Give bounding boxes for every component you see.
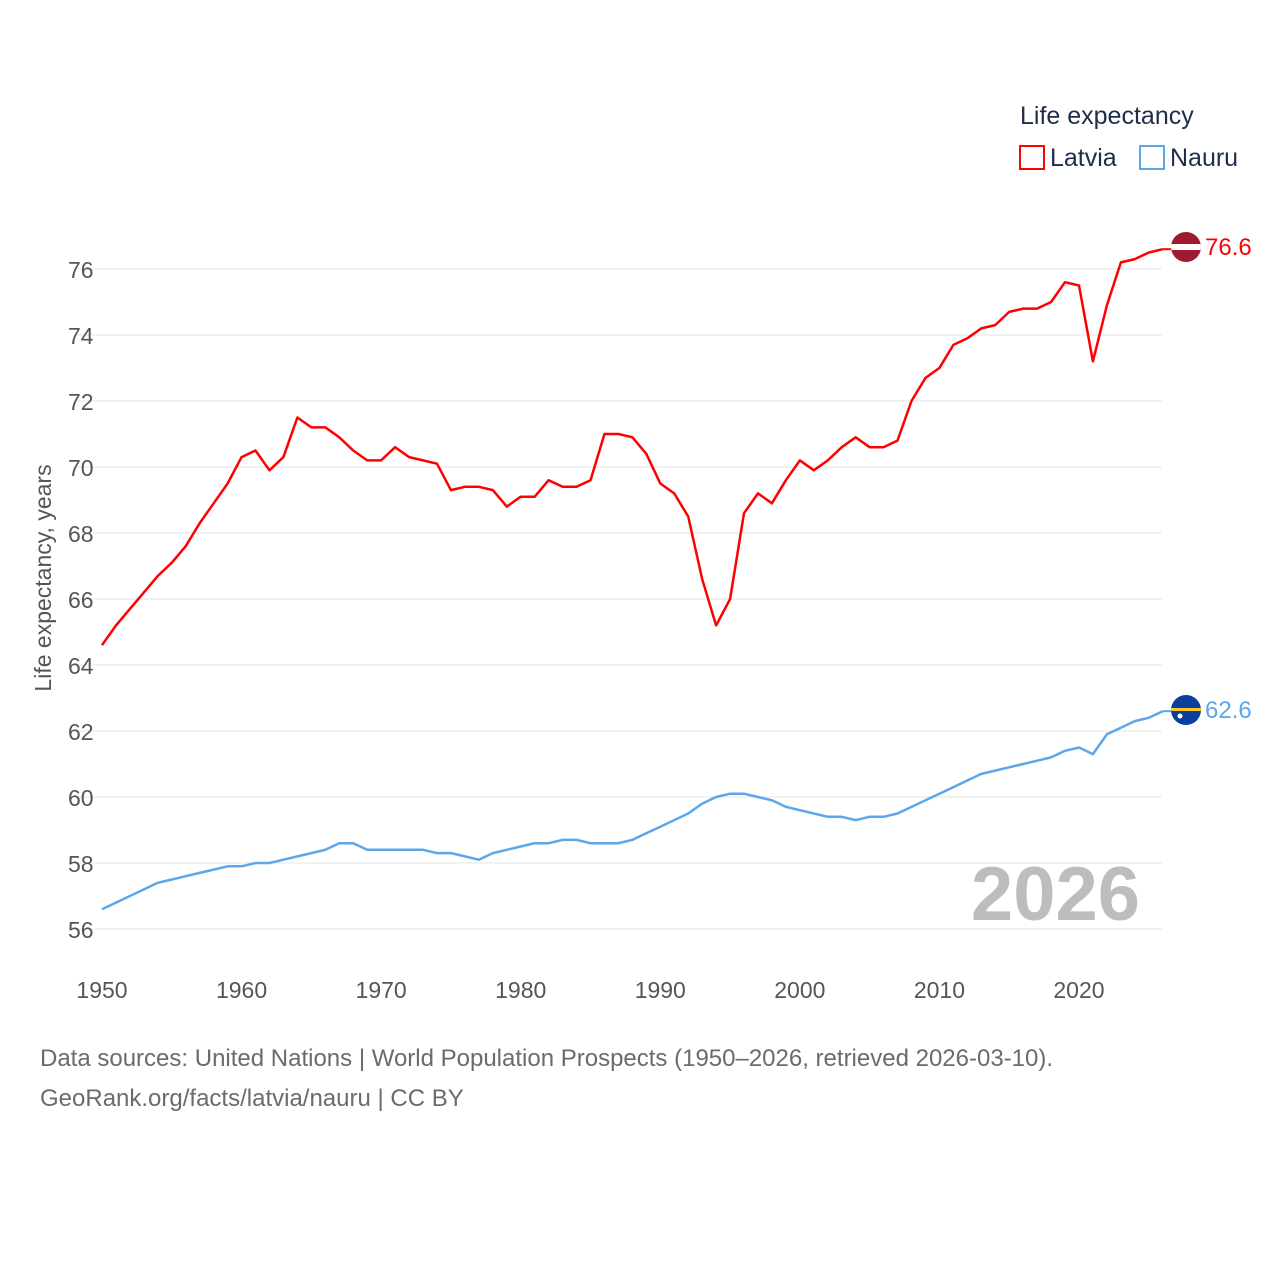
y-tick-label: 64 [68,653,94,679]
y-tick-label: 66 [68,587,94,613]
legend: Life expectancy Latvia Nauru [1019,102,1238,172]
x-tick-label: 1960 [216,977,267,1003]
y-tick-label: 60 [68,785,94,811]
legend-label-nauru[interactable]: Nauru [1170,144,1238,172]
x-tick-label: 1990 [635,977,686,1003]
legend-swatch-nauru[interactable] [1139,145,1165,170]
y-tick-label: 58 [68,851,94,877]
data-sources: Data sources: United Nations | World Pop… [40,1045,1054,1072]
legend-title: Life expectancy [1020,102,1194,130]
y-axis-label: Life expectancy, years [30,464,56,691]
y-tick-label: 74 [68,323,94,349]
year-watermark: 2026 [971,852,1140,937]
y-tick-label: 62 [68,719,94,745]
latvia-flag-icon [1171,232,1201,262]
x-tick-label: 2020 [1053,977,1104,1003]
attribution-link[interactable]: GeoRank.org/facts/latvia/nauru | CC BY [40,1085,464,1112]
y-tick-label: 70 [68,455,94,481]
x-tick-label: 2010 [914,977,965,1003]
nauru-end-value: 62.6 [1205,697,1252,724]
latvia-end-value: 76.6 [1205,234,1252,261]
nauru-flag-icon [1171,695,1201,725]
series-line-latvia [100,247,1163,646]
y-tick-label: 68 [68,521,94,547]
series-line-nauru [101,710,1164,911]
legend-label-latvia[interactable]: Latvia [1050,144,1117,172]
legend-swatch-latvia[interactable] [1019,145,1045,170]
x-tick-label: 1950 [76,977,127,1003]
y-tick-label: 76 [68,257,94,283]
y-tick-label: 56 [68,917,94,943]
x-tick-label: 1980 [495,977,546,1003]
y-tick-label: 72 [68,389,94,415]
x-tick-label: 1970 [356,977,407,1003]
x-tick-label: 2000 [774,977,825,1003]
